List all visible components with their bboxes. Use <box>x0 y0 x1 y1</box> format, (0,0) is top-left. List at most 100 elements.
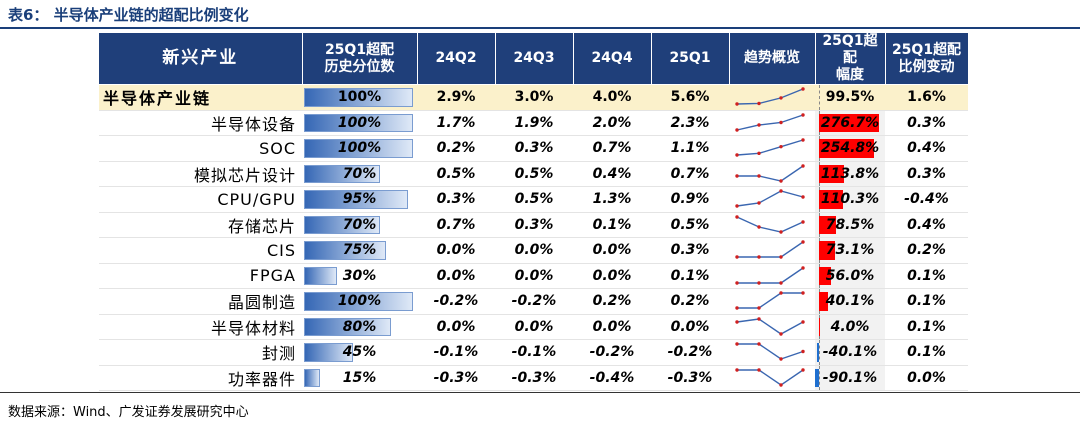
value-24q2: 0.3% <box>417 186 495 213</box>
amp-value: 4.0% <box>830 318 870 335</box>
industry-name: 半导体设备 <box>99 110 302 136</box>
trend-sparkline <box>735 317 805 336</box>
sparkline-point <box>735 281 739 285</box>
sparkline-point <box>801 138 805 142</box>
industry-name: SOC <box>99 135 302 162</box>
value-24q3: 0.5% <box>495 186 573 213</box>
sparkline-point <box>757 101 761 106</box>
chg-value: 0.1% <box>885 288 968 315</box>
source-note: 数据来源：Wind、广发证券发展研究中心 <box>8 405 249 420</box>
trend-sparkline-cell <box>729 237 815 264</box>
amp-axis <box>819 340 820 365</box>
percentile-value: 45% <box>342 344 377 361</box>
hist-percentile-cell: 100% <box>302 84 417 111</box>
percentile-bar <box>304 139 413 158</box>
value-24q4: 0.0% <box>573 263 651 289</box>
percentile-value: 75% <box>342 242 377 259</box>
sparkline-line <box>737 241 804 258</box>
table-row: 半导体设备 100% 1.7% 1.9% 2.0% 2.3% 276.7% 0.3% <box>99 110 968 136</box>
percentile-bar <box>304 113 413 132</box>
value-24q2: 2.9% <box>417 84 495 111</box>
table-row: CIS 75% 0.0% 0.0% 0.0% 0.3% 73.1% 0.2% <box>99 237 968 264</box>
hist-percentile-cell: 100% <box>302 110 417 136</box>
sparkline-point <box>757 174 761 178</box>
sparkline-point <box>801 291 805 295</box>
trend-sparkline-cell <box>729 186 815 213</box>
percentile-value: 100% <box>337 114 382 131</box>
table-row: 封测 45% -0.1% -0.1% -0.2% -0.2% -40.1% 0.1% <box>99 339 968 366</box>
value-24q3: -0.1% <box>495 339 573 366</box>
overweight-amp-cell: 56.0% <box>815 263 885 289</box>
hist-percentile-cell: 100% <box>302 135 417 162</box>
sparkline-line <box>737 343 804 361</box>
percentile-bar <box>304 190 408 209</box>
value-24q2: -0.2% <box>417 288 495 315</box>
value-25q1: 0.3% <box>651 237 729 264</box>
percentile-value: 100% <box>337 140 382 157</box>
amp-bar <box>819 266 832 285</box>
percentile-bar <box>304 317 392 336</box>
value-24q2: -0.1% <box>417 339 495 366</box>
sparkline-point <box>735 128 739 132</box>
overweight-amp-cell: 276.7% <box>815 110 885 136</box>
sparkline-point <box>757 123 761 127</box>
percentile-value: 30% <box>342 267 377 284</box>
value-24q2: 0.7% <box>417 212 495 238</box>
table-row: 半导体产业链 100% 2.9% 3.0% 4.0% 5.6% 99.5% 1.6% <box>99 84 968 111</box>
sparkline-point <box>735 204 739 208</box>
value-24q2: 0.0% <box>417 263 495 289</box>
hist-percentile-cell: 95% <box>302 186 417 213</box>
sparkline-point <box>735 306 739 310</box>
industry-name: CIS <box>99 237 302 264</box>
value-24q2: -0.3% <box>417 365 495 391</box>
value-24q4: -0.2% <box>573 339 651 366</box>
sparkline-line <box>736 216 804 233</box>
percentile-value: 15% <box>342 369 377 386</box>
trend-sparkline-cell <box>729 263 815 289</box>
table-row: FPGA 30% 0.0% 0.0% 0.0% 0.1% 56.0% 0.1% <box>99 263 968 289</box>
table-row: 半导体材料 80% 0.0% 0.0% 0.0% 0.0% 4.0% 0.1% <box>99 314 968 340</box>
trend-sparkline-cell <box>729 339 815 366</box>
title-divider <box>0 27 1080 29</box>
hist-percentile-cell: 100% <box>302 288 417 315</box>
value-24q4: 0.0% <box>573 314 651 340</box>
chg-value: 1.6% <box>885 84 968 111</box>
industry-name: 半导体产业链 <box>99 84 302 111</box>
overweight-amp-cell: 110.3% <box>815 186 885 213</box>
trend-sparkline-cell <box>729 135 815 162</box>
percentile-bar <box>304 343 354 362</box>
sparkline-point <box>779 230 783 234</box>
sparkline-line <box>737 292 803 309</box>
hist-percentile-cell: 75% <box>302 237 417 264</box>
sparkline-point <box>779 357 783 361</box>
col-hist-pct-text: 25Q1超配 历史分位数 <box>324 41 395 75</box>
value-24q2: 0.5% <box>417 161 495 187</box>
table-row: 存储芯片 70% 0.7% 0.3% 0.1% 0.5% 78.5% 0.4% <box>99 212 968 238</box>
amp-value: 113.8% <box>820 165 880 182</box>
sparkline-line <box>736 190 804 207</box>
value-24q3: 0.3% <box>495 135 573 162</box>
sparkline-point <box>735 174 739 178</box>
col-24q2: 24Q2 <box>417 33 496 85</box>
amp-bar <box>819 164 844 183</box>
trend-sparkline-cell <box>729 288 815 315</box>
trend-sparkline <box>735 215 805 234</box>
hist-percentile-cell: 30% <box>302 263 417 289</box>
table-row: CPU/GPU 95% 0.3% 0.5% 1.3% 0.9% 110.3% -0.4% <box>99 186 968 213</box>
sparkline-point <box>757 342 761 346</box>
sparkline-point <box>735 255 739 259</box>
sparkline-point <box>757 306 761 310</box>
sparkline-point <box>757 201 761 205</box>
percentile-bar <box>304 88 413 107</box>
sparkline-point <box>735 368 739 372</box>
chg-value: 0.3% <box>885 161 968 187</box>
sparkline-point <box>757 317 761 321</box>
chg-value: 0.3% <box>885 110 968 136</box>
sparkline-point <box>779 189 783 193</box>
industry-name: 晶圆制造 <box>99 288 302 315</box>
overweight-table: 新兴产业 25Q1超配 历史分位数 24Q2 24Q3 24Q4 25Q1 趋势… <box>99 33 969 391</box>
trend-sparkline <box>735 87 805 106</box>
sparkline-line <box>736 114 804 131</box>
sparkline-point <box>801 164 805 168</box>
sparkline-line <box>736 318 804 335</box>
